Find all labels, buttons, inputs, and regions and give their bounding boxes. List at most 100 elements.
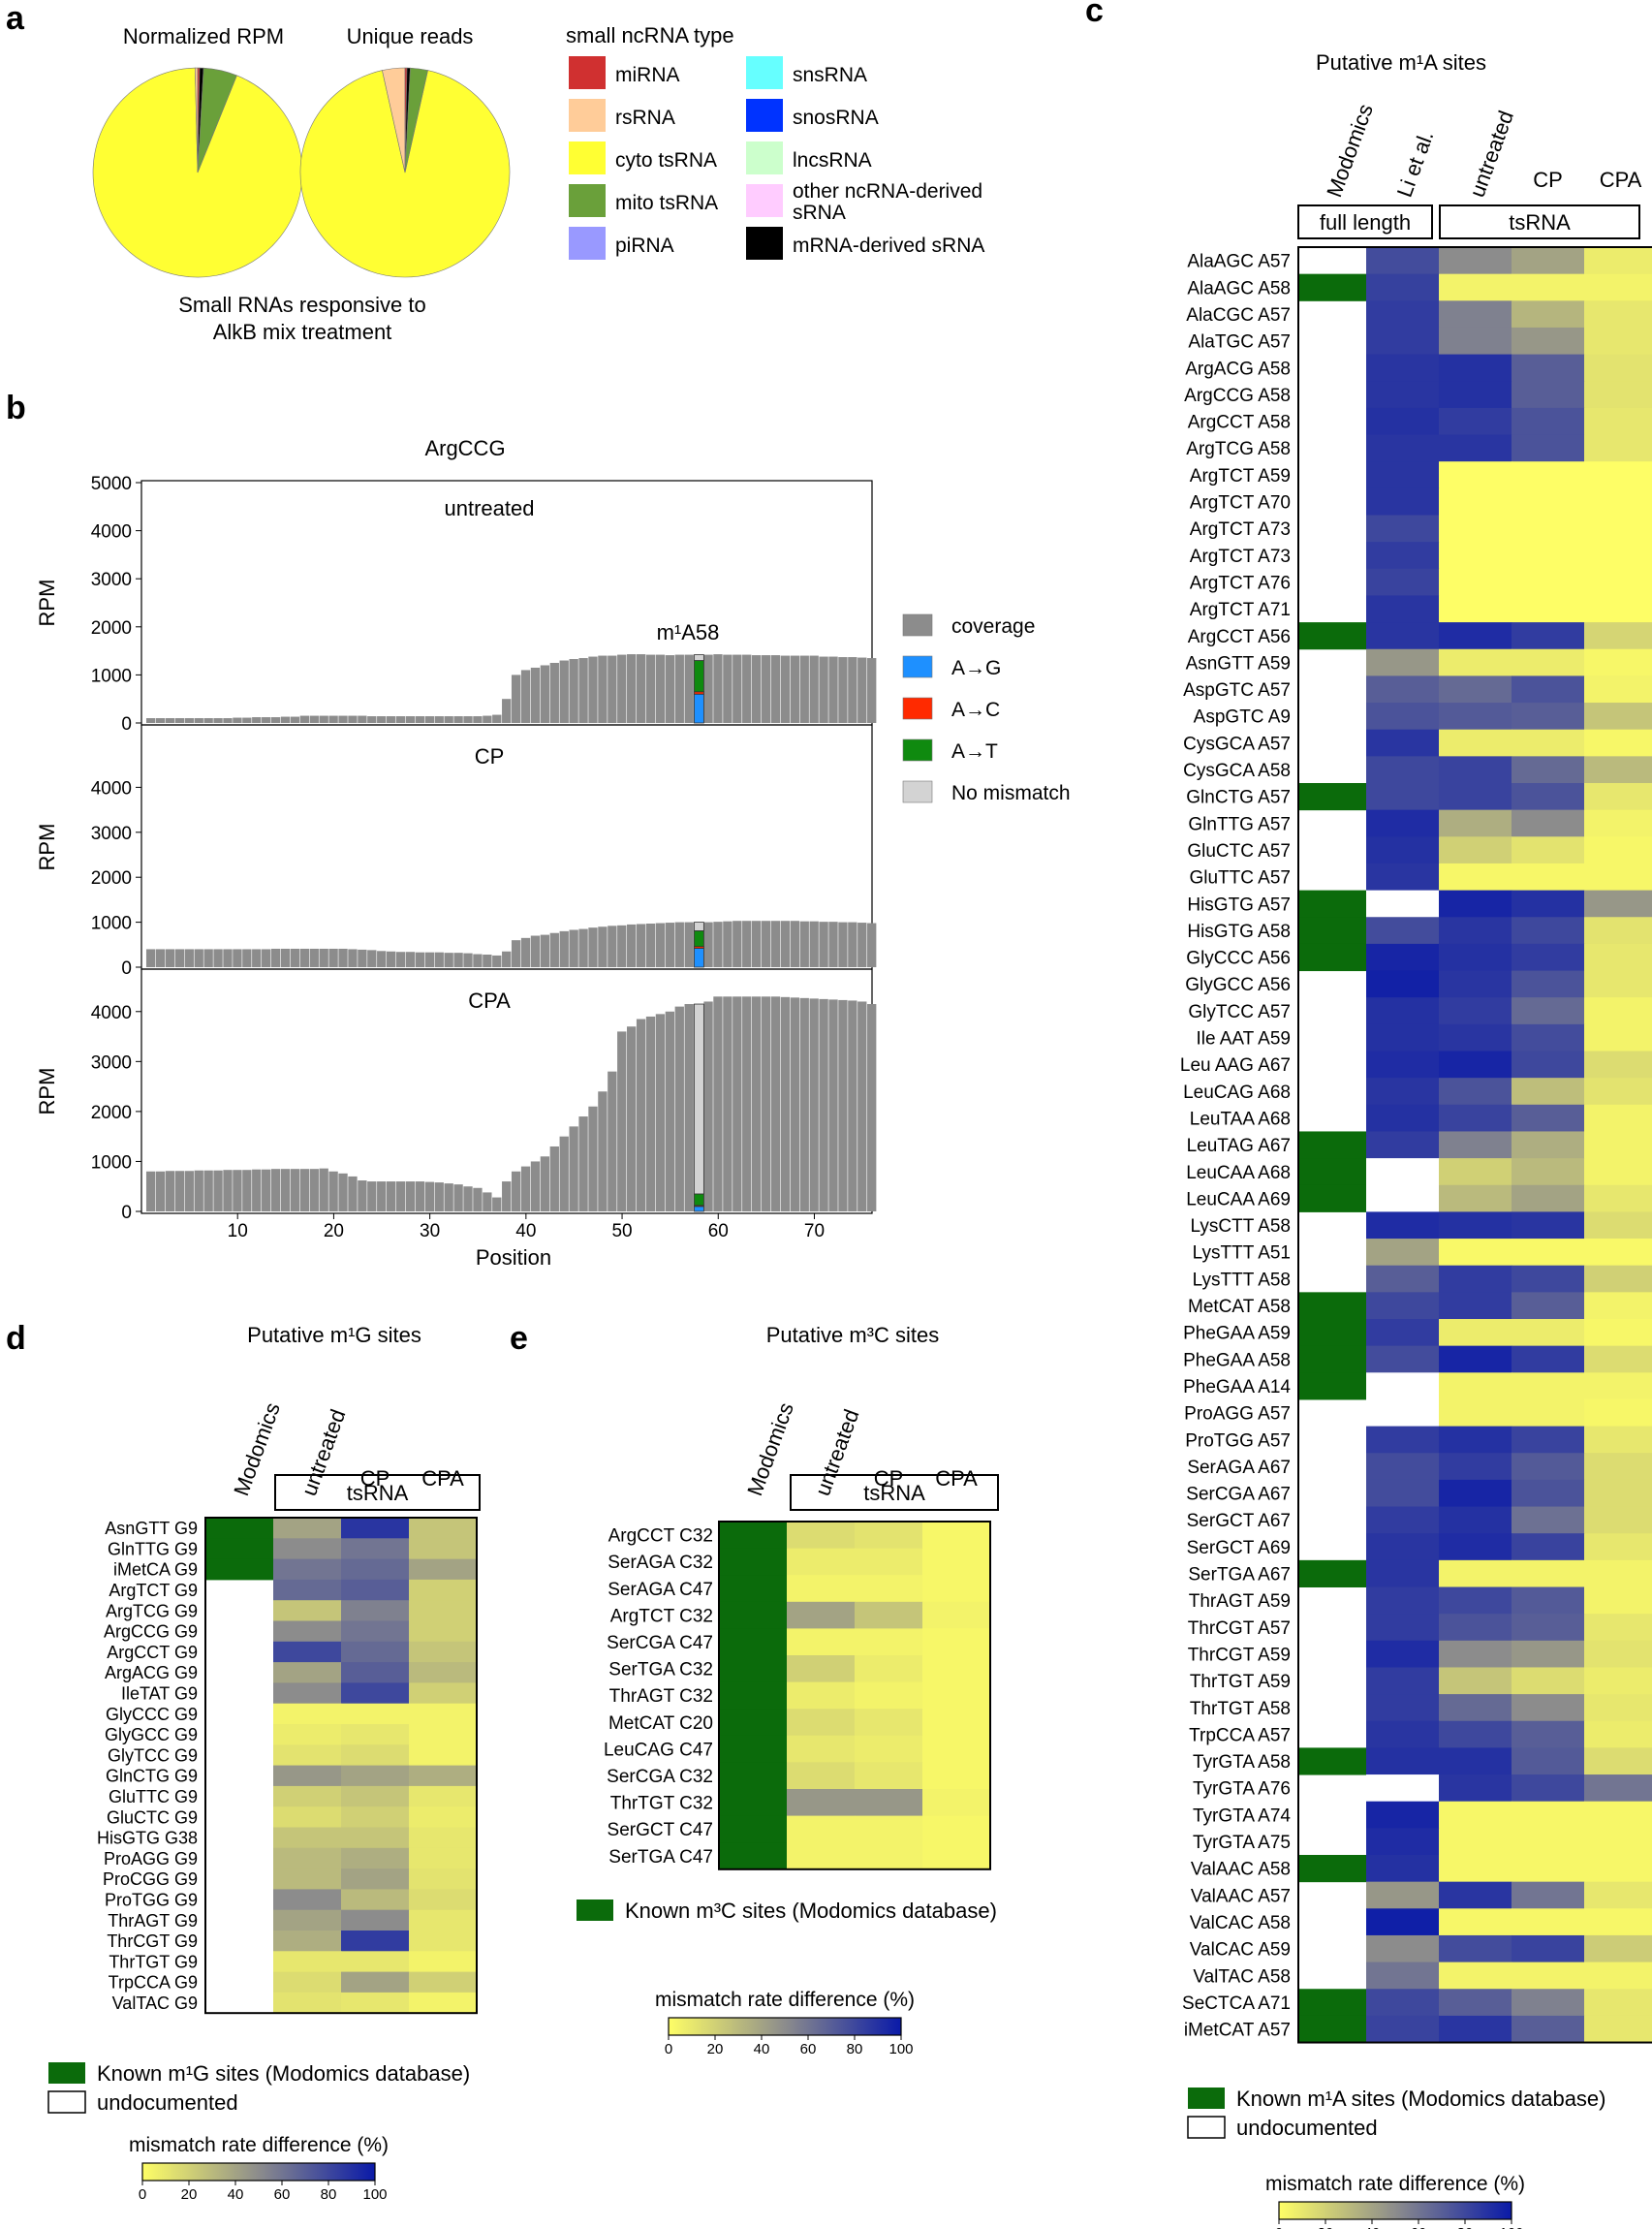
heat-cell xyxy=(1366,1614,1440,1642)
heat-cell xyxy=(273,1558,342,1581)
heat-cell xyxy=(1512,1774,1585,1803)
heat-cell xyxy=(1584,917,1652,945)
heat-cell xyxy=(1439,890,1512,918)
row-label: ThrTGT C32 xyxy=(610,1794,713,1814)
heat-cell xyxy=(1584,1426,1652,1454)
coverage-bar xyxy=(434,1182,444,1211)
coverage-bar xyxy=(742,921,752,967)
coverage-bar xyxy=(473,716,483,723)
coverage-bar xyxy=(309,948,319,967)
heat-cell xyxy=(409,1703,478,1725)
heat-cell xyxy=(273,1806,342,1828)
coverage-bar xyxy=(194,718,203,723)
row-label: AlaTGC A57 xyxy=(1188,332,1291,353)
coverage-title: ArgCCG xyxy=(424,436,505,460)
coverage-legend-swatch-1 xyxy=(902,655,933,678)
coverage-legend-swatch-0 xyxy=(902,613,933,637)
heat-cell xyxy=(855,1789,923,1817)
coverage-bar xyxy=(358,949,367,967)
coverage-bar xyxy=(405,716,416,723)
coverage-bar xyxy=(770,921,781,967)
coverage-bar xyxy=(723,921,732,967)
legend-label-8: other ncRNA-derived xyxy=(793,180,982,203)
heat-cell xyxy=(273,1724,342,1745)
row-label: ProAGG G9 xyxy=(104,1849,198,1868)
ytick-label: 3000 xyxy=(91,570,132,590)
row-label: ValTAC A58 xyxy=(1193,1966,1291,1987)
coverage-bar xyxy=(424,952,434,967)
known-site-cell xyxy=(719,1628,787,1656)
coverage-bar xyxy=(608,655,617,723)
heat-cell xyxy=(1366,434,1440,462)
heat-cell xyxy=(1512,648,1585,676)
scale-tick-label: 20 xyxy=(181,2186,198,2203)
scale-bar xyxy=(1278,2201,1512,2220)
row-label: TrpCCA A57 xyxy=(1189,1725,1291,1745)
heat-cell xyxy=(1366,515,1440,543)
heat-cell xyxy=(1584,1614,1652,1642)
heat-cell xyxy=(341,1744,410,1767)
row-label: SerTGA C47 xyxy=(608,1847,713,1868)
row-label: IleTAT G9 xyxy=(121,1684,198,1704)
heat-cell xyxy=(341,1579,410,1601)
heat-cell xyxy=(855,1815,923,1843)
heat-cell xyxy=(409,1538,478,1560)
heat-cell xyxy=(1584,675,1652,704)
known-site-cell xyxy=(1298,2015,1366,2044)
coverage-bar xyxy=(608,1071,617,1211)
heat-cell xyxy=(787,1548,856,1576)
ytick-label: 1000 xyxy=(91,1152,132,1173)
heat-cell xyxy=(1366,1265,1440,1293)
scale-tick-label: 40 xyxy=(1364,2225,1381,2229)
heat-cell xyxy=(1439,1533,1512,1561)
row-label: GluCTC G9 xyxy=(107,1807,198,1827)
legend-swatch-4 xyxy=(569,227,606,260)
heat-cell xyxy=(1366,407,1440,436)
coverage-bar xyxy=(799,655,809,723)
coverage-legend-swatch-3 xyxy=(902,738,933,762)
row-label: SerGCT A67 xyxy=(1187,1511,1291,1531)
heat-cell xyxy=(1512,568,1585,596)
heat-cell xyxy=(1439,1614,1512,1642)
heat-cell xyxy=(1439,1319,1512,1347)
heat-cell xyxy=(1366,890,1440,918)
site-label: m¹A58 xyxy=(657,620,720,644)
heat-cell xyxy=(1439,1962,1512,1990)
heat-cell xyxy=(1366,1559,1440,1587)
coverage-bar xyxy=(569,929,578,967)
heatmap-m3c: ArgCCT C32 SerAGA C32 SerAGA C47 ArgTCT C32… xyxy=(577,1399,999,2057)
coverage-bar xyxy=(819,922,828,967)
ytick-label: 1000 xyxy=(91,914,132,934)
heat-cell xyxy=(1584,1667,1652,1695)
heat-cell xyxy=(1439,1372,1512,1400)
heat-cell xyxy=(1512,1559,1585,1587)
ytick-label: 3000 xyxy=(91,824,132,844)
legend-known-swatch xyxy=(48,2062,85,2084)
heat-cell xyxy=(1366,648,1440,676)
heat-cell xyxy=(409,1662,478,1683)
heat-cell xyxy=(341,1827,410,1849)
site-bar-a-g xyxy=(694,1206,704,1212)
heat-cell xyxy=(1512,943,1585,972)
heat-cell xyxy=(1512,1989,1585,2017)
heat-cell xyxy=(1366,273,1440,301)
heat-cell xyxy=(1439,1184,1512,1212)
heat-cell xyxy=(787,1735,856,1763)
heat-cell xyxy=(1366,863,1440,892)
coverage-bar xyxy=(434,716,444,723)
scale-tick-label: 0 xyxy=(665,2041,672,2057)
coverage-bar xyxy=(674,654,684,723)
row-label: TyrGTA A75 xyxy=(1193,1833,1291,1853)
row-label: PheGAA A59 xyxy=(1183,1324,1291,1344)
coverage-bar xyxy=(319,1168,328,1211)
heat-cell xyxy=(922,1601,991,1629)
coverage-bar xyxy=(290,1169,300,1211)
heat-cell xyxy=(1366,1908,1440,1936)
coverage-bar xyxy=(761,996,771,1211)
coverage-bar xyxy=(857,657,867,723)
heat-cell xyxy=(1584,1801,1652,1829)
row-label: ValAAC A57 xyxy=(1191,1886,1291,1906)
coverage-bar xyxy=(569,659,578,723)
coverage-bar xyxy=(348,949,358,967)
heat-cell xyxy=(1584,1881,1652,1909)
